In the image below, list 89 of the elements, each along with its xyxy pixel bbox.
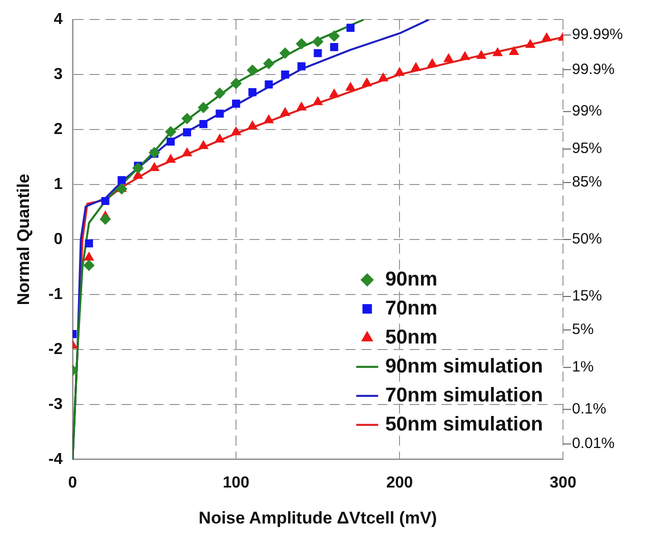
legend-label: 90nm simulation [385, 355, 543, 378]
text: 99% [572, 102, 602, 120]
point [281, 70, 290, 79]
point [248, 120, 258, 130]
point [84, 252, 94, 261]
point [476, 50, 486, 59]
point [166, 138, 175, 146]
point [427, 58, 438, 68]
text: 0.1% [572, 400, 606, 418]
point [362, 78, 372, 86]
y-tick-label: -3 [48, 396, 63, 413]
point [329, 88, 339, 98]
point [378, 72, 388, 82]
x-tick-label: 300 [550, 474, 576, 492]
text: 99.99% [572, 26, 623, 44]
point [328, 30, 340, 42]
legend-label: 70nm simulation [385, 384, 543, 406]
y-tick-label: -4 [48, 450, 63, 468]
y-tick-label: -2 [48, 340, 63, 358]
point [346, 24, 355, 32]
point [182, 148, 192, 156]
point [312, 36, 324, 48]
point [84, 239, 94, 248]
point [263, 58, 274, 70]
point [230, 78, 242, 89]
y-tick-label: 2 [54, 120, 63, 138]
point [525, 39, 536, 48]
x-tick-label: 100 [222, 474, 250, 492]
point [214, 134, 225, 142]
y-tick-label: 3 [54, 66, 63, 83]
point [264, 80, 273, 89]
point [264, 114, 274, 124]
point [492, 48, 502, 56]
text: 15% [572, 288, 602, 305]
point [132, 162, 144, 174]
point [314, 49, 322, 58]
point [118, 176, 126, 184]
y-tick-label: 4 [54, 11, 63, 28]
x-tick-label: 0 [68, 474, 78, 492]
text: 0.01% [572, 435, 615, 452]
point [509, 46, 519, 56]
legend-label: 90nm [385, 268, 438, 290]
point [330, 43, 338, 52]
point [411, 62, 421, 71]
point [297, 62, 306, 70]
point [116, 183, 128, 194]
point [198, 102, 209, 114]
point [198, 140, 208, 150]
point [216, 110, 224, 118]
point [165, 126, 176, 138]
point [166, 154, 176, 163]
point [296, 38, 307, 50]
point [231, 126, 241, 136]
point [199, 120, 208, 128]
point [346, 82, 356, 91]
point [214, 88, 226, 99]
text: 1% [572, 358, 594, 376]
text: 85% [572, 174, 602, 191]
point [83, 260, 94, 271]
point [101, 196, 110, 206]
x-tick-label: 200 [386, 474, 413, 492]
legend-label: 50nm [385, 326, 438, 348]
point [248, 88, 256, 96]
text: 99.9% [572, 60, 615, 78]
point [444, 54, 454, 62]
point [280, 48, 291, 59]
legend-label: 70nm [385, 297, 438, 320]
text: 50% [572, 230, 602, 248]
y-tick-label: -1 [48, 286, 63, 303]
text: 5% [572, 321, 594, 338]
point [296, 102, 306, 111]
point [183, 128, 192, 136]
point [280, 108, 290, 116]
point [394, 67, 404, 76]
point [312, 96, 323, 106]
point [246, 64, 258, 76]
point [100, 214, 111, 225]
point [150, 162, 160, 172]
point [182, 113, 193, 124]
legend-label: 50nm simulation [385, 413, 543, 436]
y-tick-label: 1 [54, 176, 63, 193]
y-axis-title: Normal Quantile [14, 174, 33, 306]
x-axis-title: Noise Amplitude ΔVtcell (mV) [198, 508, 437, 528]
point [460, 51, 470, 60]
point [542, 32, 552, 42]
text: 95% [572, 140, 602, 158]
point [148, 147, 160, 158]
point [232, 100, 240, 108]
y-tick-label: 0 [54, 230, 63, 248]
